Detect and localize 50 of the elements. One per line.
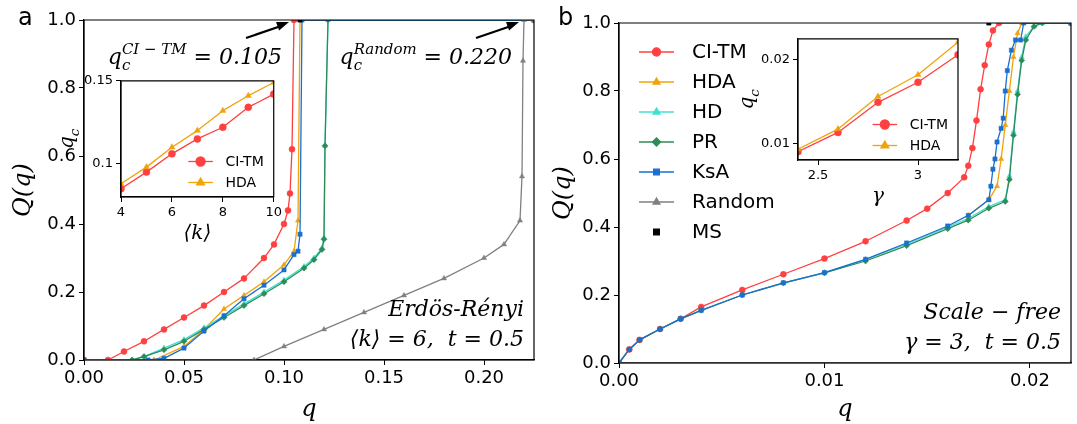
x-axis-title: q [837,394,853,422]
y-axis-title: Q(q) [8,163,36,217]
chart-title: a [18,3,33,31]
x-axis-title: ⟨k⟩ [183,220,212,244]
y-tick-label: 0.0 [582,350,611,372]
x-tick-label: 6 [167,204,177,220]
y-tick-label: 0.4 [47,211,76,233]
legend-label: HD [692,99,723,124]
y-tick-label: 1.0 [47,7,76,29]
x-tick-label: 8 [218,204,227,220]
x-tick-label: 0.00 [598,369,640,391]
y-tick-label: 0.6 [582,146,611,168]
x-tick-label: 0.10 [263,366,305,388]
y-tick-label: 0.8 [582,78,611,100]
legend-label: HDA [692,69,737,94]
x-tick-label: 4 [116,204,126,220]
legend-label: Random [692,189,775,214]
x-tick-label: 10 [265,204,282,220]
legend-label: HDA [909,137,941,154]
y-tick-label: 0.4 [582,214,611,236]
x-tick-label: 2.5 [807,167,829,183]
legend-label: MS [692,219,722,244]
legend-label: PR [692,129,719,154]
x-tick-label: 0.20 [463,366,505,388]
y-tick-label: 0.1 [92,155,113,171]
y-tick-label: 1.0 [582,10,611,32]
y-tick-label: 0.2 [47,279,76,301]
x-tick-label: 0.05 [163,366,205,388]
annotation: ⟨k⟩ = 6, t = 0.5 [349,326,525,351]
x-tick-label: 0.01 [804,369,845,391]
x-tick-label: 0.15 [363,366,405,388]
legend-label: KsA [692,159,730,184]
x-tick-label: 3 [913,167,923,183]
annotation: Erdös-Rényi [387,296,525,321]
x-tick-label: 0.02 [1009,369,1050,391]
annotation: γ = 3, t = 0.5 [904,329,1061,354]
legend-label: CI-TM [909,116,949,133]
x-axis-title: γ [872,183,885,207]
chart-title: b [558,3,574,31]
legend-label: HDA [225,174,257,191]
annotation: Scale − free [923,299,1061,324]
y-tick-label: 0.0 [47,347,76,369]
x-tick-label: 0.00 [63,366,105,388]
legend-label: CI-TM [692,39,747,64]
y-axis-title: qc [734,88,762,110]
y-tick-label: 0.8 [47,75,76,97]
y-tick-label: 0.2 [582,282,611,304]
y-axis-title: Q(q) [548,166,576,220]
x-axis-title: q [301,394,317,422]
legend-label: CI-TM [225,153,264,170]
